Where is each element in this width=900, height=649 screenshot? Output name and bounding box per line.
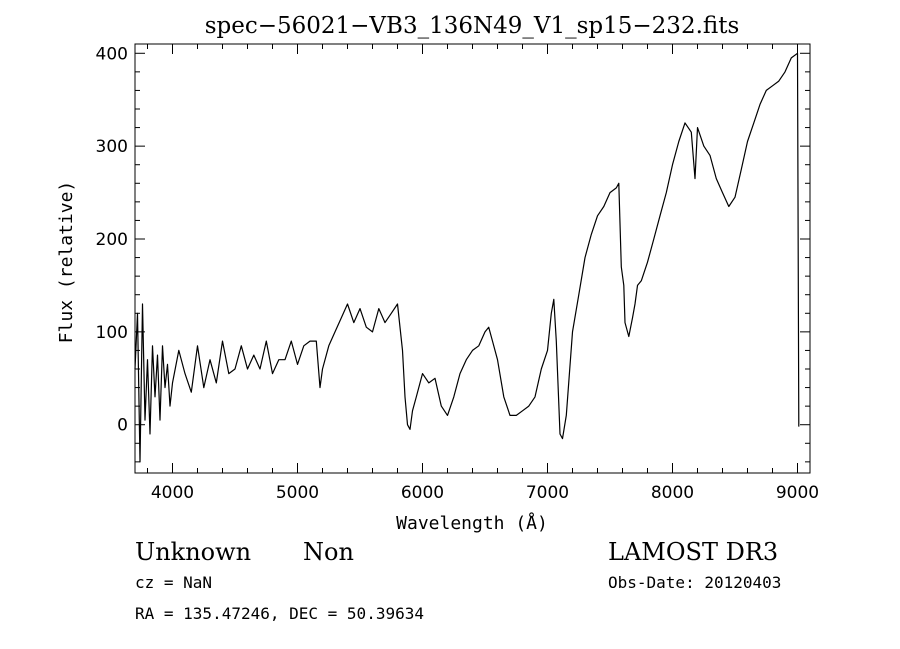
x-tick-label: 7000 [526,483,569,503]
chart-title: spec−56021−VB3_136N49_V1_sp15−232.fits [205,13,740,39]
spectrum-series [134,52,800,463]
plot-frame [134,43,811,474]
x-tick-label: 4000 [151,483,194,503]
y-tick-label: 200 [96,230,128,250]
y-tick-label: 300 [96,137,128,157]
x-tick-label: 8000 [651,483,694,503]
survey-label: LAMOST DR3 [608,538,779,566]
coordinates-label: RA = 135.47246, DEC = 50.39634 [135,604,424,623]
obs-date-label: Obs-Date: 20120403 [608,573,782,592]
y-axis-label: Flux (relative) [56,181,77,344]
x-tick-label: 5000 [276,483,319,503]
plot-axes: 4000 5000 6000 7000 8000 9000 0 100 200 300 400 [96,43,819,503]
y-tick-label: 100 [96,323,128,343]
x-tick-label: 6000 [401,483,444,503]
y-tick-label: 0 [117,416,128,436]
redshift-label: cz = NaN [135,573,213,592]
x-axis-label: Wavelength (Å) [396,512,548,534]
classification-label: Unknown [135,538,252,566]
x-tick-label: 9000 [776,483,819,503]
y-tick-label: 400 [96,44,128,64]
subclass-label: Non [303,538,354,566]
spectrum-line [134,52,800,463]
